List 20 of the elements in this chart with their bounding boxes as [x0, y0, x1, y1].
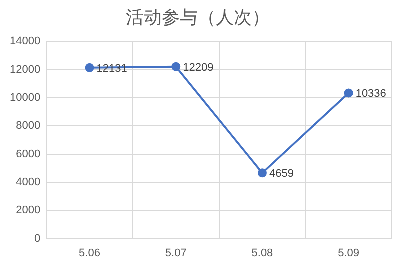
y-tick-label: 12000	[10, 64, 41, 76]
point	[172, 62, 181, 72]
y-tick-label: 0	[34, 232, 41, 245]
y-tick-label: 2000	[16, 204, 41, 217]
y-tick-label: 10000	[10, 92, 41, 104]
data-label: 10336	[356, 88, 386, 100]
point	[85, 63, 94, 72]
x-tick-label: 5.06	[79, 247, 100, 260]
y-tick-label: 8000	[16, 120, 41, 132]
y-tick-label: 14000	[10, 36, 41, 48]
chart-title: 活动参与（人次）	[126, 7, 270, 28]
data-label: 4659	[269, 168, 294, 180]
x-tick-label: 5.09	[338, 247, 360, 260]
point	[258, 168, 267, 178]
y-tick-label: 6000	[16, 148, 41, 160]
y-tick-label: 4000	[16, 176, 41, 188]
x-tick-label: 5.08	[252, 247, 274, 260]
x-tick-label: 5.07	[165, 247, 187, 260]
point	[344, 88, 354, 98]
data-label: 12209	[183, 62, 214, 74]
